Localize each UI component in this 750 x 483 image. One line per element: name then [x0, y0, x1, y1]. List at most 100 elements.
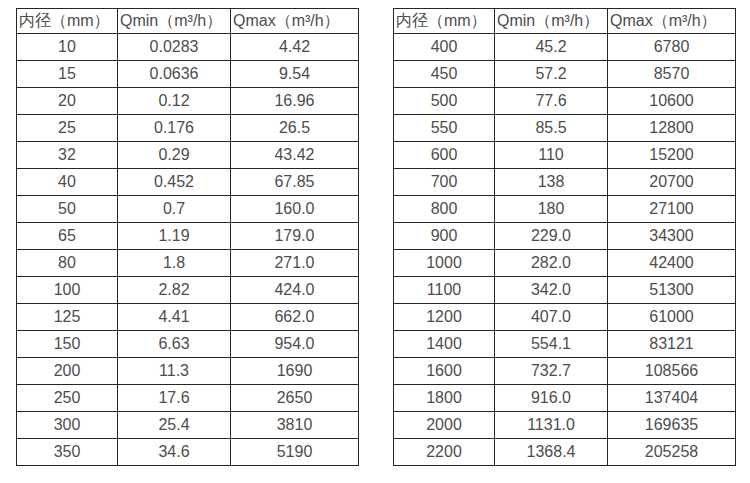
table-cell: 0.176 — [118, 115, 231, 142]
table-cell: 150 — [17, 331, 118, 358]
col-header-inner-diameter: 内径（mm） — [394, 9, 495, 34]
table-cell: 169635 — [608, 412, 736, 439]
table-cell: 100 — [17, 277, 118, 304]
table-cell: 83121 — [608, 331, 736, 358]
table-cell: 51300 — [608, 277, 736, 304]
table-cell: 1690 — [231, 358, 359, 385]
table-cell: 80 — [17, 250, 118, 277]
table-body-right: 40045.2678045057.2857050077.61060055085.… — [394, 34, 736, 466]
table-row: 1254.41662.0 — [17, 304, 359, 331]
table-cell: 0.452 — [118, 169, 231, 196]
table-cell: 43.42 — [231, 142, 359, 169]
table-cell: 0.0636 — [118, 61, 231, 88]
table-cell: 662.0 — [231, 304, 359, 331]
table-cell: 732.7 — [495, 358, 608, 385]
flow-table-left: 内径（mm） Qmin（m³/h） Qmax（m³/h） 100.02834.4… — [16, 8, 359, 466]
table-cell: 5190 — [231, 439, 359, 466]
table-cell: 900 — [394, 223, 495, 250]
table-cell: 700 — [394, 169, 495, 196]
table-row: 1200407.061000 — [394, 304, 736, 331]
table-body-left: 100.02834.42150.06369.54200.1216.96250.1… — [17, 34, 359, 466]
table-cell: 138 — [495, 169, 608, 196]
table-row: 35034.65190 — [17, 439, 359, 466]
table-cell: 57.2 — [495, 61, 608, 88]
table-row: 100.02834.42 — [17, 34, 359, 61]
table-row: 50077.610600 — [394, 88, 736, 115]
table-cell: 32 — [17, 142, 118, 169]
table-row: 1506.63954.0 — [17, 331, 359, 358]
table-cell: 15200 — [608, 142, 736, 169]
table-row: 40045.26780 — [394, 34, 736, 61]
table-cell: 342.0 — [495, 277, 608, 304]
table-cell: 108566 — [608, 358, 736, 385]
table-cell: 40 — [17, 169, 118, 196]
table-cell: 20 — [17, 88, 118, 115]
table-row: 651.19179.0 — [17, 223, 359, 250]
table-cell: 916.0 — [495, 385, 608, 412]
table-row: 25017.62650 — [17, 385, 359, 412]
table-cell: 25.4 — [118, 412, 231, 439]
table-cell: 6780 — [608, 34, 736, 61]
table-cell: 350 — [17, 439, 118, 466]
table-cell: 26.5 — [231, 115, 359, 142]
table-cell: 1200 — [394, 304, 495, 331]
table-cell: 1400 — [394, 331, 495, 358]
table-cell: 0.29 — [118, 142, 231, 169]
flow-table-right: 内径（mm） Qmin（m³/h） Qmax（m³/h） 40045.26780… — [393, 8, 736, 466]
table-row: 30025.43810 — [17, 412, 359, 439]
table-cell: 137404 — [608, 385, 736, 412]
table-cell: 400 — [394, 34, 495, 61]
table-cell: 1.19 — [118, 223, 231, 250]
table-row: 70013820700 — [394, 169, 736, 196]
table-cell: 4.42 — [231, 34, 359, 61]
table-cell: 424.0 — [231, 277, 359, 304]
table-row: 45057.28570 — [394, 61, 736, 88]
table-cell: 8570 — [608, 61, 736, 88]
table-cell: 0.0283 — [118, 34, 231, 61]
table-cell: 6.63 — [118, 331, 231, 358]
table-row: 900229.034300 — [394, 223, 736, 250]
table-row: 1002.82424.0 — [17, 277, 359, 304]
table-cell: 61000 — [608, 304, 736, 331]
table-row: 1600732.7108566 — [394, 358, 736, 385]
table-cell: 554.1 — [495, 331, 608, 358]
table-row: 20011.31690 — [17, 358, 359, 385]
table-cell: 11.3 — [118, 358, 231, 385]
table-cell: 34.6 — [118, 439, 231, 466]
table-cell: 10 — [17, 34, 118, 61]
table-cell: 27100 — [608, 196, 736, 223]
table-cell: 407.0 — [495, 304, 608, 331]
col-header-inner-diameter: 内径（mm） — [17, 9, 118, 34]
table-cell: 179.0 — [231, 223, 359, 250]
table-row: 1000282.042400 — [394, 250, 736, 277]
table-cell: 1368.4 — [495, 439, 608, 466]
col-header-qmin: Qmin（m³/h） — [118, 9, 231, 34]
table-row: 150.06369.54 — [17, 61, 359, 88]
table-cell: 500 — [394, 88, 495, 115]
table-row: 250.17626.5 — [17, 115, 359, 142]
table-cell: 271.0 — [231, 250, 359, 277]
table-cell: 125 — [17, 304, 118, 331]
table-row: 1100342.051300 — [394, 277, 736, 304]
table-row: 55085.512800 — [394, 115, 736, 142]
page: 内径（mm） Qmin（m³/h） Qmax（m³/h） 100.02834.4… — [0, 0, 750, 466]
table-cell: 1100 — [394, 277, 495, 304]
table-cell: 42400 — [608, 250, 736, 277]
table-cell: 9.54 — [231, 61, 359, 88]
table-cell: 67.85 — [231, 169, 359, 196]
table-cell: 1800 — [394, 385, 495, 412]
table-cell: 229.0 — [495, 223, 608, 250]
table-cell: 2000 — [394, 412, 495, 439]
table-cell: 550 — [394, 115, 495, 142]
table-cell: 15 — [17, 61, 118, 88]
table-cell: 450 — [394, 61, 495, 88]
table-cell: 85.5 — [495, 115, 608, 142]
table-cell: 17.6 — [118, 385, 231, 412]
table-cell: 205258 — [608, 439, 736, 466]
header-row: 内径（mm） Qmin（m³/h） Qmax（m³/h） — [17, 9, 359, 34]
table-cell: 160.0 — [231, 196, 359, 223]
table-cell: 45.2 — [495, 34, 608, 61]
table-cell: 3810 — [231, 412, 359, 439]
table-cell: 16.96 — [231, 88, 359, 115]
table-cell: 1600 — [394, 358, 495, 385]
